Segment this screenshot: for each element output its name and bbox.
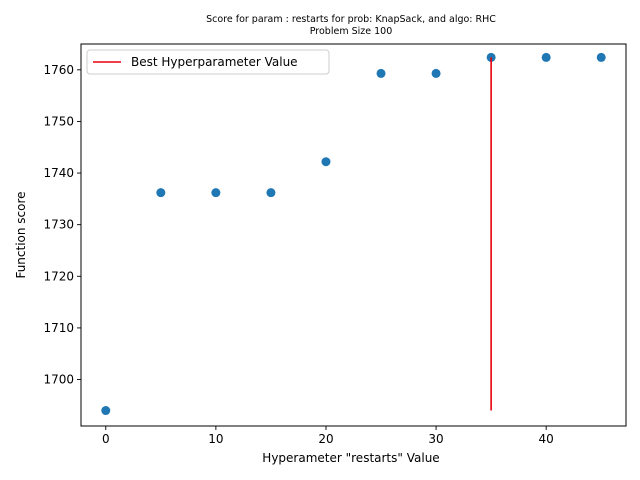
legend-box: [86, 49, 330, 75]
data-point: [376, 68, 386, 78]
y-tick-label: 1750: [43, 114, 74, 128]
data-point: [156, 188, 166, 198]
legend: Best Hyperparameter Value: [86, 49, 330, 75]
y-tick-label: 1710: [43, 321, 74, 335]
x-tick-label: 30: [428, 432, 443, 446]
data-point: [321, 157, 331, 167]
legend-label-best-line: Best Hyperparameter Value: [131, 55, 298, 69]
y-tick-label: 1730: [43, 218, 74, 232]
x-tick-label: 40: [539, 432, 554, 446]
x-axis-label: Hyperameter "restarts" Value: [262, 451, 439, 465]
x-tick-label: 0: [102, 432, 110, 446]
data-point: [431, 68, 441, 78]
y-tick-label: 1760: [43, 63, 74, 77]
data-point: [596, 52, 606, 62]
chart-title: Score for param : restarts for prob: Kna…: [206, 14, 496, 25]
y-tick-label: 1700: [43, 373, 74, 387]
x-tick-label: 20: [318, 432, 333, 446]
data-point: [101, 406, 111, 416]
x-axis: 0 10 20 30 40: [102, 426, 554, 446]
data-point: [211, 188, 221, 198]
y-axis: 1700 1710 1720 1730 1740 1750 1760: [43, 63, 81, 387]
x-tick-label: 10: [208, 432, 223, 446]
plot-frame: [80, 43, 627, 427]
y-axis-label: Function score: [14, 191, 28, 278]
plot-marks: [101, 52, 606, 416]
data-point: [541, 52, 551, 62]
chart-subtitle: Problem Size 100: [310, 26, 393, 37]
y-tick-label: 1720: [43, 269, 74, 283]
data-point: [266, 188, 276, 198]
y-tick-label: 1740: [43, 166, 74, 180]
